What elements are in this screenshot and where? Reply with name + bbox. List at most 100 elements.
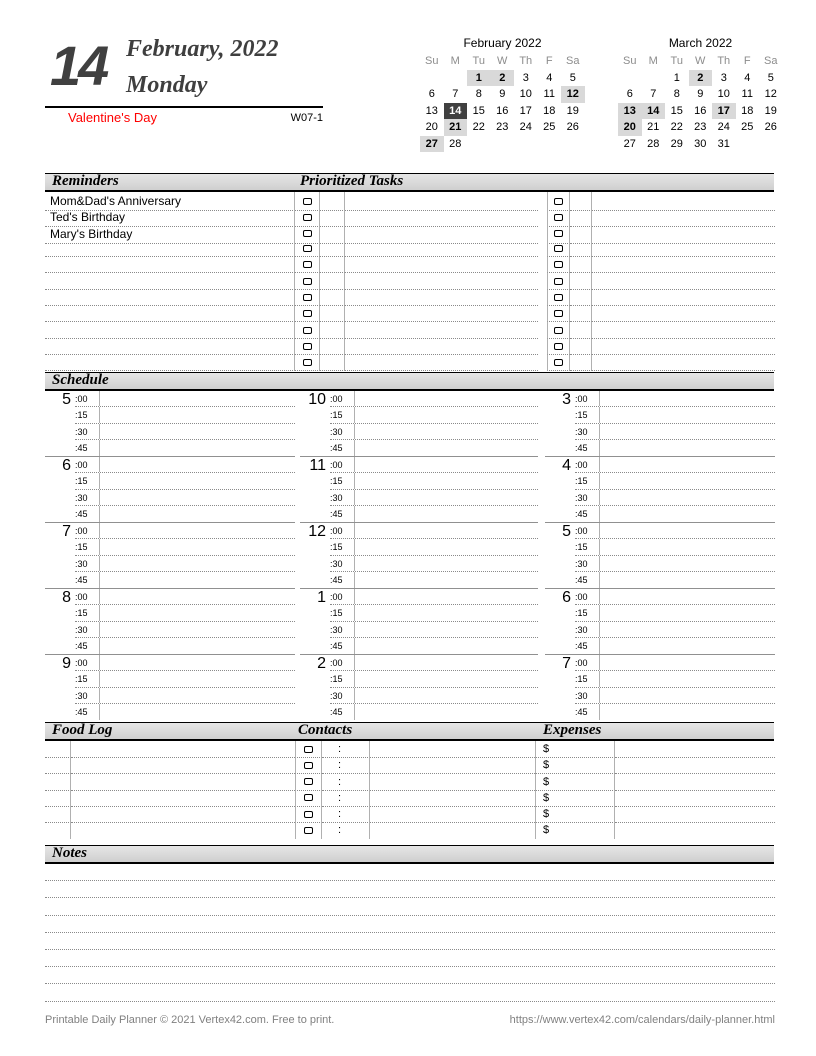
contact-text-cell[interactable] bbox=[370, 741, 535, 758]
task-priority-cell[interactable] bbox=[570, 306, 592, 323]
task-text-cell[interactable] bbox=[592, 257, 775, 274]
task-priority-cell[interactable] bbox=[320, 289, 345, 307]
schedule-write-cell[interactable] bbox=[599, 523, 775, 539]
schedule-write-cell[interactable] bbox=[599, 423, 775, 439]
schedule-write-cell[interactable] bbox=[599, 687, 775, 703]
task-priority-cell[interactable] bbox=[320, 273, 345, 290]
expense-text-cell[interactable] bbox=[615, 741, 775, 758]
contact-text-cell[interactable] bbox=[370, 757, 535, 775]
food-log-text-cell[interactable] bbox=[71, 806, 295, 824]
food-log-time-cell[interactable] bbox=[45, 806, 71, 824]
expense-text-cell[interactable] bbox=[615, 822, 775, 838]
schedule-write-cell[interactable] bbox=[354, 621, 538, 637]
task-text-cell[interactable] bbox=[592, 241, 775, 258]
notes-line[interactable] bbox=[45, 864, 775, 882]
task-priority-cell[interactable] bbox=[570, 224, 592, 244]
food-log-time-cell[interactable] bbox=[45, 822, 71, 839]
schedule-write-cell[interactable] bbox=[99, 457, 295, 473]
food-log-text-cell[interactable] bbox=[71, 790, 295, 807]
schedule-write-cell[interactable] bbox=[354, 457, 538, 473]
task-priority-cell[interactable] bbox=[570, 289, 592, 307]
task-text-cell[interactable] bbox=[592, 290, 775, 307]
schedule-write-cell[interactable] bbox=[354, 523, 538, 539]
task-priority-cell[interactable] bbox=[570, 338, 592, 355]
schedule-write-cell[interactable] bbox=[99, 407, 295, 423]
reminder-cell[interactable] bbox=[45, 289, 295, 307]
contact-text-cell[interactable] bbox=[370, 822, 535, 838]
schedule-write-cell[interactable] bbox=[354, 391, 538, 407]
schedule-write-cell[interactable] bbox=[99, 571, 295, 588]
schedule-write-cell[interactable] bbox=[599, 589, 775, 605]
schedule-write-cell[interactable] bbox=[599, 407, 775, 423]
schedule-write-cell[interactable] bbox=[599, 655, 775, 671]
schedule-write-cell[interactable] bbox=[354, 589, 538, 605]
schedule-write-cell[interactable] bbox=[99, 555, 295, 571]
task-text-cell[interactable] bbox=[345, 339, 538, 355]
reminder-cell[interactable] bbox=[45, 240, 295, 258]
task-priority-cell[interactable] bbox=[570, 240, 592, 258]
expense-amount-cell[interactable]: $ bbox=[535, 806, 615, 824]
schedule-write-cell[interactable] bbox=[599, 457, 775, 473]
task-text-cell[interactable] bbox=[345, 306, 538, 323]
notes-line[interactable] bbox=[45, 898, 775, 916]
schedule-write-cell[interactable] bbox=[354, 703, 538, 720]
schedule-write-cell[interactable] bbox=[599, 621, 775, 637]
contact-time-cell[interactable]: : bbox=[322, 773, 370, 791]
reminder-cell[interactable] bbox=[45, 273, 295, 290]
task-text-cell[interactable] bbox=[345, 208, 538, 228]
food-log-time-cell[interactable] bbox=[45, 741, 71, 758]
notes-line[interactable] bbox=[45, 950, 775, 968]
task-priority-cell[interactable] bbox=[320, 354, 345, 372]
schedule-write-cell[interactable] bbox=[99, 391, 295, 407]
expense-text-cell[interactable] bbox=[615, 806, 775, 824]
schedule-write-cell[interactable] bbox=[99, 671, 295, 687]
schedule-write-cell[interactable] bbox=[99, 637, 295, 654]
expense-amount-cell[interactable]: $ bbox=[535, 757, 615, 775]
task-priority-cell[interactable] bbox=[320, 224, 345, 244]
notes-line[interactable] bbox=[45, 984, 775, 1002]
contact-time-cell[interactable]: : bbox=[322, 741, 370, 758]
notes-line[interactable] bbox=[45, 881, 775, 899]
schedule-write-cell[interactable] bbox=[99, 539, 295, 555]
schedule-write-cell[interactable] bbox=[599, 555, 775, 571]
task-text-cell[interactable] bbox=[345, 355, 538, 372]
notes-line[interactable] bbox=[45, 933, 775, 950]
schedule-write-cell[interactable] bbox=[354, 407, 538, 423]
task-priority-cell[interactable] bbox=[320, 257, 345, 274]
task-priority-cell[interactable] bbox=[320, 338, 345, 355]
schedule-write-cell[interactable] bbox=[354, 505, 538, 522]
schedule-write-cell[interactable] bbox=[354, 539, 538, 555]
task-text-cell[interactable] bbox=[345, 322, 538, 339]
schedule-write-cell[interactable] bbox=[599, 605, 775, 621]
notes-line[interactable] bbox=[45, 916, 775, 933]
expense-text-cell[interactable] bbox=[615, 790, 775, 807]
schedule-write-cell[interactable] bbox=[99, 523, 295, 539]
schedule-write-cell[interactable] bbox=[599, 637, 775, 654]
task-text-cell[interactable] bbox=[592, 339, 775, 355]
schedule-write-cell[interactable] bbox=[99, 423, 295, 439]
contact-text-cell[interactable] bbox=[370, 774, 535, 791]
reminder-cell[interactable]: Mary's Birthday bbox=[45, 224, 295, 244]
expense-amount-cell[interactable]: $ bbox=[535, 773, 615, 791]
schedule-write-cell[interactable] bbox=[354, 671, 538, 687]
schedule-write-cell[interactable] bbox=[354, 555, 538, 571]
schedule-write-cell[interactable] bbox=[599, 703, 775, 720]
food-log-text-cell[interactable] bbox=[71, 757, 295, 775]
schedule-write-cell[interactable] bbox=[99, 621, 295, 637]
schedule-write-cell[interactable] bbox=[354, 571, 538, 588]
food-log-time-cell[interactable] bbox=[45, 757, 71, 775]
schedule-write-cell[interactable] bbox=[99, 687, 295, 703]
task-priority-cell[interactable] bbox=[570, 273, 592, 290]
task-priority-cell[interactable] bbox=[320, 192, 345, 211]
schedule-write-cell[interactable] bbox=[99, 655, 295, 671]
contact-time-cell[interactable]: : bbox=[322, 822, 370, 839]
schedule-write-cell[interactable] bbox=[99, 505, 295, 522]
task-text-cell[interactable] bbox=[592, 273, 775, 290]
notes-line[interactable] bbox=[45, 967, 775, 985]
schedule-write-cell[interactable] bbox=[99, 489, 295, 505]
schedule-write-cell[interactable] bbox=[354, 637, 538, 654]
schedule-write-cell[interactable] bbox=[354, 605, 538, 621]
schedule-write-cell[interactable] bbox=[99, 439, 295, 456]
reminder-cell[interactable] bbox=[45, 322, 295, 339]
task-text-cell[interactable] bbox=[592, 322, 775, 339]
